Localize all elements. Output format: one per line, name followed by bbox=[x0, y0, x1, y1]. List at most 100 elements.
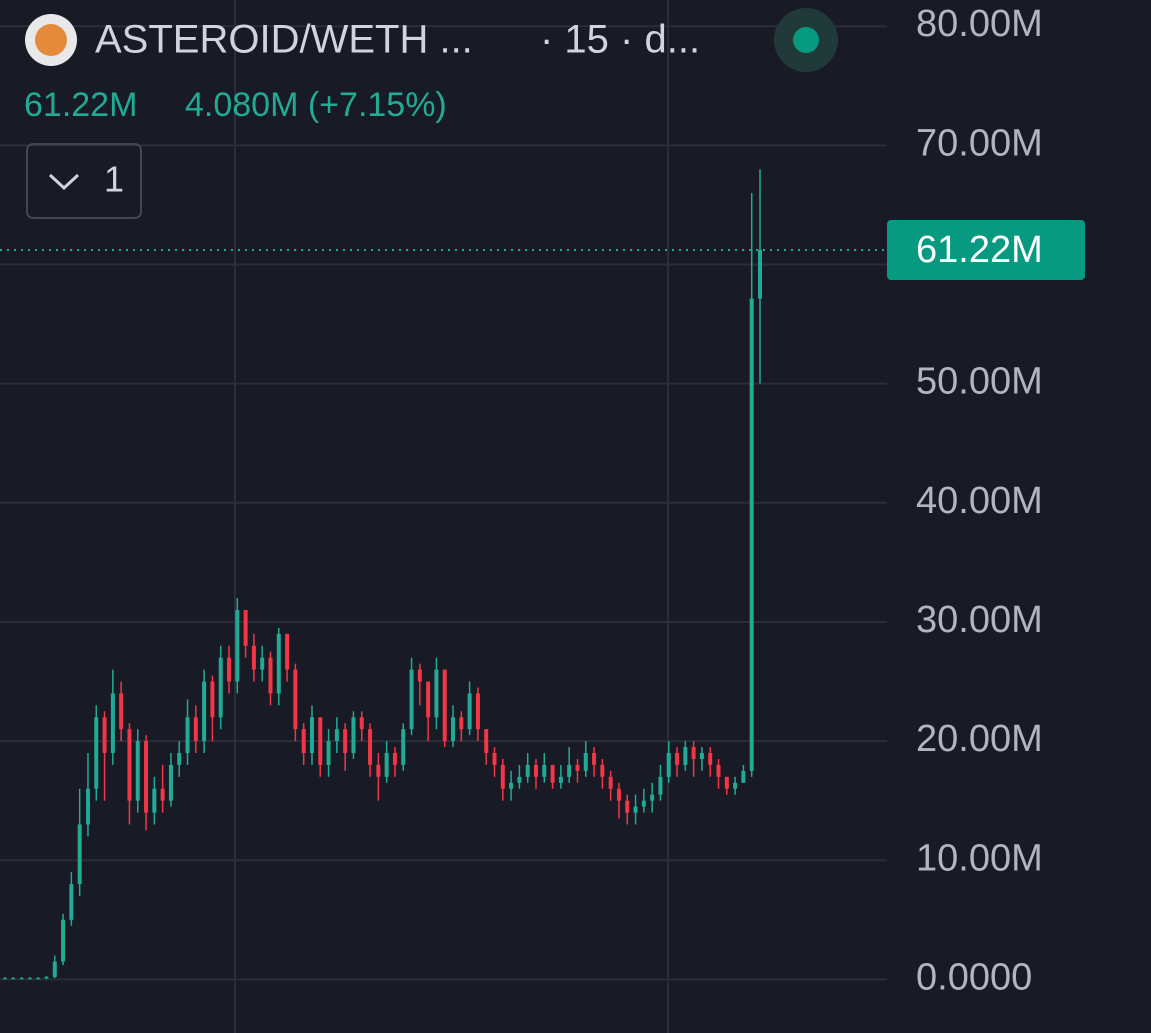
candle-body bbox=[741, 770, 746, 783]
last-value: 61.22M bbox=[24, 86, 137, 124]
candle-body bbox=[442, 669, 447, 742]
y-tick-label: 50.00M bbox=[916, 361, 1043, 403]
candle-body bbox=[384, 753, 389, 777]
candle-body bbox=[426, 681, 431, 718]
candle-body bbox=[567, 764, 572, 777]
candle-body bbox=[641, 800, 646, 807]
candle-body bbox=[210, 681, 215, 718]
candle-body bbox=[309, 717, 314, 754]
candle-body bbox=[691, 747, 696, 759]
candle-body bbox=[243, 610, 248, 646]
candle-body bbox=[550, 764, 555, 783]
candle-body bbox=[36, 978, 41, 980]
candle-body bbox=[3, 978, 7, 980]
grid bbox=[0, 25, 887, 981]
candle-body bbox=[268, 657, 273, 694]
candle-body bbox=[168, 764, 173, 801]
candle-body bbox=[633, 806, 638, 813]
indicator-toggle[interactable] bbox=[26, 143, 142, 219]
candle-body bbox=[368, 729, 373, 765]
candle-body bbox=[467, 693, 472, 730]
candle-body bbox=[276, 633, 281, 694]
candle-body bbox=[19, 978, 24, 980]
chevron bbox=[48, 173, 80, 191]
candle-body bbox=[69, 884, 74, 920]
candle-body bbox=[583, 753, 588, 771]
candle-body bbox=[301, 729, 306, 754]
candle-body bbox=[542, 764, 547, 777]
last-price-box bbox=[887, 219, 1085, 280]
candle-body bbox=[600, 764, 605, 777]
candle-body bbox=[85, 788, 90, 825]
candle-body bbox=[376, 764, 381, 777]
candle-body bbox=[52, 961, 57, 978]
y-tick-label: 10.00M bbox=[916, 837, 1043, 879]
candle-body bbox=[127, 729, 132, 801]
candle-body bbox=[102, 717, 107, 754]
candle-body bbox=[318, 717, 323, 765]
y-tick-label: 0.0000 bbox=[916, 956, 1032, 998]
candle-body bbox=[675, 753, 680, 765]
candle-body bbox=[500, 764, 505, 789]
candle-body bbox=[724, 776, 729, 789]
last-price-label: 61.22M bbox=[916, 229, 1043, 271]
candle-body bbox=[334, 729, 339, 742]
candle-body bbox=[326, 741, 331, 765]
candle-body bbox=[733, 782, 738, 789]
candle-body bbox=[716, 764, 721, 777]
candles bbox=[0, 169, 887, 980]
symbol-title: ASTEROID/WETH ... bbox=[95, 18, 473, 62]
candle-body bbox=[185, 717, 190, 754]
candle-body bbox=[533, 764, 538, 777]
y-axis: 0.000010.00M20.00M30.00M40.00M50.00M60.0… bbox=[887, 3, 1085, 998]
token-icon-face bbox=[35, 24, 67, 56]
candle-body bbox=[293, 669, 298, 730]
candle-body bbox=[558, 776, 563, 783]
candle-body bbox=[227, 657, 232, 682]
candle-body bbox=[61, 919, 66, 962]
candle-body bbox=[616, 788, 621, 801]
candle-body bbox=[417, 669, 422, 682]
candle-body bbox=[650, 794, 655, 801]
candle-body bbox=[392, 753, 397, 765]
candle-body bbox=[119, 693, 124, 730]
candle-body bbox=[235, 610, 240, 682]
candle-body bbox=[658, 776, 663, 795]
indicator-count: 1 bbox=[104, 159, 124, 200]
candle-body bbox=[666, 753, 671, 777]
candle-body bbox=[260, 657, 265, 670]
candle-body bbox=[202, 681, 207, 742]
candle-body bbox=[94, 717, 99, 789]
candle-body bbox=[525, 764, 530, 777]
y-tick-label: 70.00M bbox=[916, 122, 1043, 164]
candle-body bbox=[351, 717, 356, 754]
candle-body bbox=[110, 693, 115, 754]
candle-body bbox=[625, 800, 630, 813]
candle-body bbox=[451, 717, 456, 742]
candle-body bbox=[11, 978, 16, 980]
candle-body bbox=[434, 669, 439, 718]
y-tick-label: 30.00M bbox=[916, 599, 1043, 641]
candle-body bbox=[160, 788, 165, 801]
candle-body bbox=[401, 729, 406, 765]
candle-body bbox=[409, 669, 414, 730]
candle-body bbox=[359, 717, 364, 730]
status-dot bbox=[793, 27, 819, 53]
candle-body bbox=[44, 977, 49, 979]
candle-body bbox=[285, 633, 290, 670]
candle-body bbox=[484, 729, 489, 754]
candle-body bbox=[177, 753, 182, 765]
candle-body bbox=[27, 978, 32, 980]
change: 4.080M (+7.15%) bbox=[185, 86, 447, 124]
candle-body bbox=[135, 741, 140, 801]
y-tick-label: 20.00M bbox=[916, 718, 1043, 760]
candle-body bbox=[509, 782, 514, 789]
y-tick-label: 80.00M bbox=[916, 3, 1043, 45]
candle-body bbox=[592, 753, 597, 765]
candle-body bbox=[459, 717, 464, 730]
candle-body bbox=[708, 753, 713, 765]
candle-body bbox=[343, 729, 348, 754]
candle-body bbox=[575, 764, 580, 771]
